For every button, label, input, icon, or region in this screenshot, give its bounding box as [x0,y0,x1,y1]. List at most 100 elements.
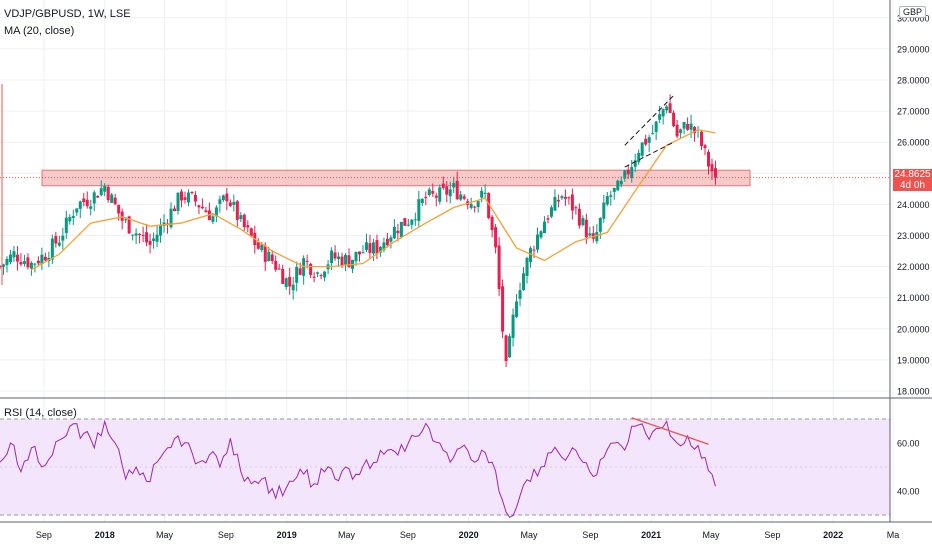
candle-body [99,188,103,196]
candle-body [431,190,435,194]
candle-body [623,170,627,179]
symbol-title: VDJP/GBPUSD, 1W, LSE [4,8,131,20]
candle-body [1,264,5,267]
candle-body [494,227,498,248]
candle-body [567,197,571,199]
candle-body [134,233,138,236]
currency-badge[interactable]: GBP [899,6,927,18]
price-tick-label: 22.0000 [897,262,930,272]
candle-body [78,201,82,209]
candle-body [186,192,190,203]
candle-body [389,237,393,242]
candle-body [57,242,61,246]
candle-body [406,224,410,226]
candle-body [497,245,501,290]
candle-body [689,123,693,130]
candle-body [288,276,292,287]
candle-body [43,256,47,261]
time-tick-label: May [156,530,174,540]
candle-body [281,268,285,284]
candle-body [570,194,574,211]
candle-body [584,219,588,238]
price-tick-label: 20.0000 [897,324,930,334]
price-tick-label: 30.0000 [897,13,930,23]
candle-body [626,169,630,175]
candle-body [703,145,707,149]
candle-body [522,273,526,290]
candle-body [54,235,58,244]
candle-body [672,112,676,126]
candle-body [152,238,156,242]
candle-body [225,193,229,202]
time-tick-label: 2019 [277,530,297,540]
candle-body [542,221,546,234]
candle-body [609,195,613,197]
candle-body [357,251,361,255]
candle-body [577,208,581,226]
candle-body [33,263,37,265]
candle-body [476,201,480,208]
candle-body [141,235,145,237]
candle-body [173,208,177,212]
candle-body [89,206,93,209]
candle-body [574,207,578,209]
candle-body [270,254,274,262]
candle-body [707,151,711,167]
candle-body [344,254,348,265]
candle-body [413,219,417,221]
candle-body [549,207,553,217]
price-tick-label: 24.0000 [897,200,930,210]
bar-countdown: 4d 0h [899,180,926,191]
rsi-tick-label: 40.00 [897,487,920,497]
candle-body [459,194,463,200]
candle-body [197,205,201,208]
candle-body [605,196,609,205]
candle-body [361,252,365,254]
candle-body [563,196,567,199]
candle-body [249,228,253,237]
candle-body [647,137,651,143]
candle-body [619,180,623,185]
candle-body [598,218,602,232]
candle-body [92,192,96,204]
candle-body [246,225,250,228]
candle-body [427,189,431,196]
candle-body [644,138,648,145]
candle-body [529,248,533,262]
candle-body [291,284,295,291]
candle-body [204,210,208,213]
candle-body [85,199,89,207]
candle-body [145,232,149,243]
candle-body [525,257,529,276]
candle-body [190,191,194,193]
candle-body [511,314,515,338]
candle-body [455,180,459,200]
ma-indicator-label: MA (20, close) [4,25,75,37]
candle-body [515,301,519,317]
time-tick-label: Sep [582,530,598,540]
candle-body [333,252,337,259]
rsi-divergence-line [631,417,709,445]
candle-body [452,183,456,188]
candle-body [218,199,222,204]
candle-body [179,191,183,201]
time-tick-label: May [521,530,539,540]
time-tick-label: May [702,530,720,540]
candle-body [159,225,163,236]
candle-body [504,335,508,362]
candle-body [581,218,585,226]
candle-body [256,242,260,249]
candle-body [417,199,421,221]
candle-body [487,192,491,219]
candle-body [469,204,473,208]
rsi-indicator-label: RSI (14, close) [4,407,77,419]
wedge-upper-line [624,95,674,146]
candle-body [200,206,204,209]
rsi-line [0,419,716,519]
price-tick-label: 26.0000 [897,138,930,148]
candle-body [221,195,225,201]
candle-body [658,114,662,120]
candle-body [113,197,117,205]
candle-body [316,272,320,274]
